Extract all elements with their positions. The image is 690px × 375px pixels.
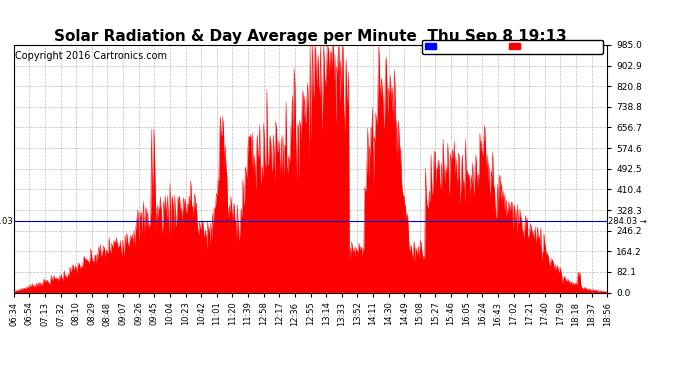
Legend: Median (w/m2), Radiation (w/m2): Median (w/m2), Radiation (w/m2) — [422, 40, 602, 54]
Title: Solar Radiation & Day Average per Minute  Thu Sep 8 19:13: Solar Radiation & Day Average per Minute… — [54, 29, 567, 44]
Text: Copyright 2016 Cartronics.com: Copyright 2016 Cartronics.com — [15, 51, 167, 61]
Text: ← 284.03: ← 284.03 — [0, 217, 13, 226]
Text: 284.03 →: 284.03 → — [608, 217, 647, 226]
